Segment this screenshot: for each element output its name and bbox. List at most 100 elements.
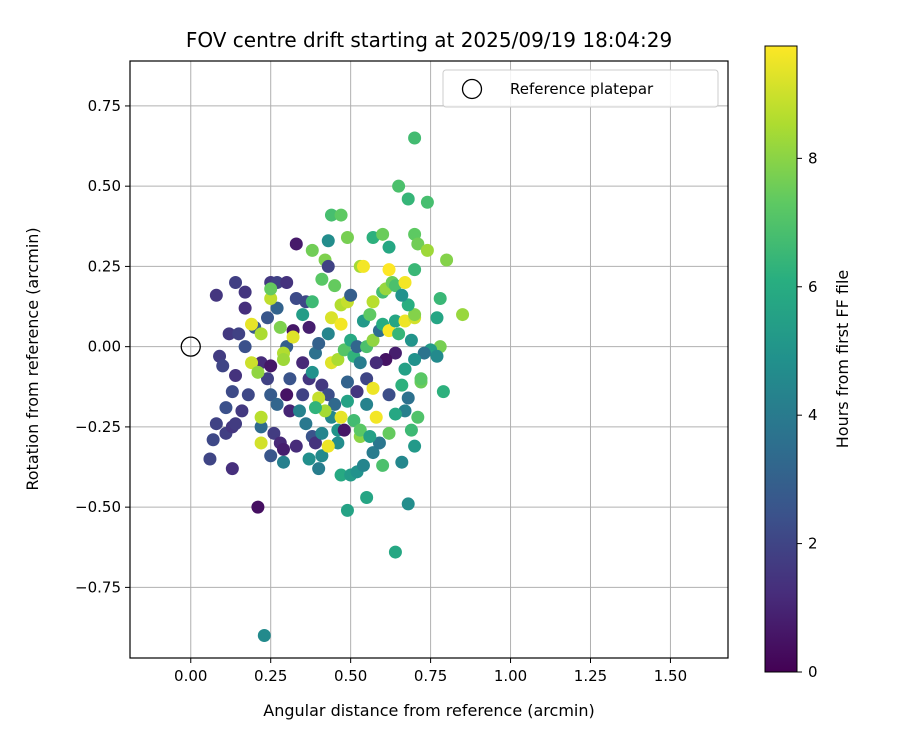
x-tick-label: 0.25 [254,667,287,685]
data-point [321,234,335,248]
data-point [353,423,367,437]
data-point [408,263,422,277]
x-tick-label: 0.00 [174,667,207,685]
data-point [308,436,322,450]
data-point [369,356,383,370]
data-point [360,372,374,386]
data-point [372,436,386,450]
reference-platepar-marker [180,336,201,357]
data-point [388,407,402,421]
data-point [254,327,268,341]
data-point [321,259,335,273]
data-point [388,314,402,328]
x-tick-label: 1.50 [654,667,687,685]
data-point [420,195,434,209]
data-point [366,381,380,395]
colorbar-tick-label: 6 [808,278,818,296]
data-point [264,388,278,402]
data-point [334,317,348,331]
data-point [286,330,300,344]
data-point [235,404,249,418]
data-point [305,365,319,379]
data-point [340,375,354,389]
data-point [321,439,335,453]
data-point [337,343,351,357]
data-point [433,292,447,306]
data-point [408,439,422,453]
data-point [420,243,434,257]
data-point [312,336,326,350]
y-tick-label: 0.50 [88,177,121,195]
data-point [398,362,412,376]
data-point [376,458,390,472]
data-point [245,356,259,370]
data-point [264,449,278,463]
colorbar-ticks: 0 2 4 6 8 [797,149,818,681]
data-point [229,275,243,289]
data-point [392,327,406,341]
data-point [366,295,380,309]
data-point [206,433,220,447]
x-tick-label: 1.25 [574,667,607,685]
data-point [222,327,236,341]
data-point [401,192,415,206]
data-point [241,388,255,402]
data-point [251,500,265,514]
data-point [232,327,246,341]
data-point [225,462,239,476]
data-point [305,243,319,257]
data-point [436,385,450,399]
data-point [408,308,422,322]
legend-box [442,69,719,108]
data-point [216,359,230,373]
data-point [302,320,316,334]
data-point [251,365,265,379]
data-point [331,353,345,366]
data-point [292,404,306,418]
data-point [264,359,278,373]
colorbar-gradient [764,45,798,673]
data-point [209,417,223,431]
data-point [280,275,294,289]
chart-title: FOV centre drift starting at 2025/09/19 … [186,28,672,52]
x-axis-ticks: 0.00 0.25 0.50 0.75 1.00 1.25 1.50 [174,658,687,685]
data-point [440,253,454,267]
data-point [308,401,322,415]
data-point [408,131,422,145]
data-point [238,285,252,299]
colorbar: 0 2 4 6 8 Hours from first FF file [764,45,852,681]
data-point [315,449,329,463]
data-point [404,423,418,437]
data-point [296,388,310,402]
data-point [401,497,415,511]
data-points [203,131,470,643]
data-point [283,404,297,418]
data-point [388,346,402,360]
data-point [430,311,444,325]
data-point [411,410,425,424]
colorbar-tick-label: 2 [808,535,818,553]
data-point [280,388,294,402]
data-point [296,356,310,370]
data-point [382,426,396,440]
data-point [401,298,415,312]
data-point [324,311,338,325]
data-point [305,295,319,309]
data-point [395,378,409,392]
legend: Reference platepar [442,69,719,108]
data-point [261,311,275,325]
data-point [411,237,425,251]
data-point [366,446,380,460]
y-tick-label: 0.25 [88,257,121,275]
y-axis-label: Rotation from reference (arcmin) [23,227,42,490]
data-point [225,385,239,399]
plot-frame [129,60,729,659]
data-point [382,263,396,277]
colorbar-label: Hours from first FF file [833,270,852,449]
data-point [296,308,310,322]
data-point [312,462,326,476]
data-point [328,397,342,411]
data-point [414,372,428,386]
data-point [283,372,297,386]
data-point [324,208,338,222]
